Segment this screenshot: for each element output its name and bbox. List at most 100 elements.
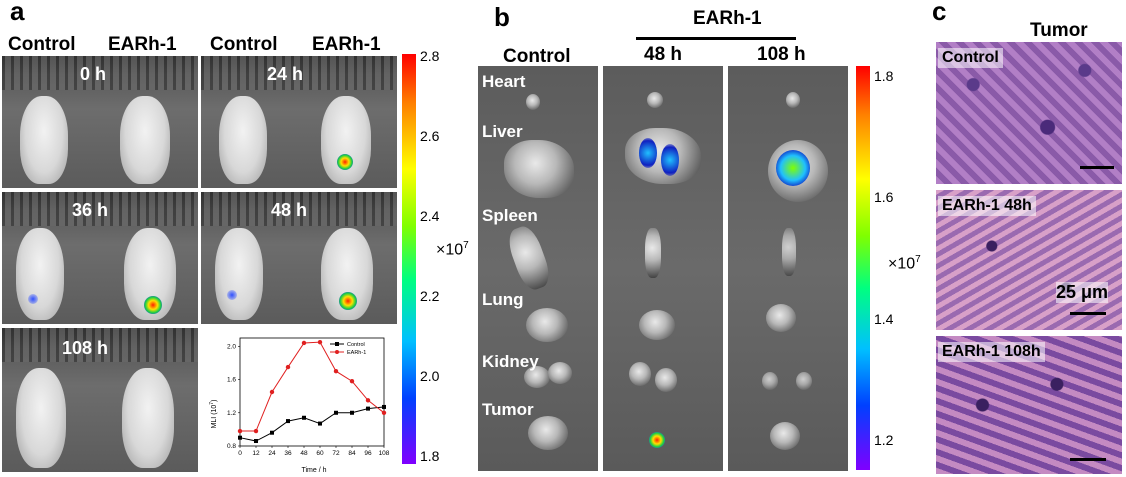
- colorbar-a-tick-2: 2.4: [420, 208, 440, 224]
- organ-panel-108h: [728, 66, 848, 471]
- data-point: [269, 389, 275, 395]
- time-label-0h: 0 h: [80, 64, 107, 84]
- x-tick-label: 60: [316, 450, 324, 457]
- legend-label: Control: [347, 342, 365, 348]
- histology-label-108h: EARh-1 108h: [938, 342, 1045, 362]
- organ-label-liver: Liver: [482, 122, 523, 141]
- x-tick-label: 24: [268, 450, 276, 457]
- x-tick-label: 72: [332, 450, 340, 457]
- imaging-tile-108h: 108 h: [2, 328, 198, 472]
- header-earh-2: EARh-1: [312, 34, 381, 55]
- column-48h: 48 h: [644, 44, 683, 65]
- header-control-1: Control: [8, 34, 76, 55]
- data-point: [382, 404, 386, 409]
- x-tick-label: 0: [238, 450, 242, 457]
- data-point: [334, 410, 338, 415]
- data-point: [381, 410, 387, 415]
- data-point: [254, 439, 258, 444]
- colorbar-b-unit: ×107: [888, 254, 921, 273]
- data-point: [333, 369, 339, 374]
- colorbar-a-unit: ×107: [436, 240, 469, 259]
- x-tick-label: 12: [252, 450, 260, 457]
- scale-bar-2: [1070, 312, 1106, 315]
- organ-label-kidney: Kidney: [482, 352, 539, 371]
- colorbar-a-tick-1: 2.6: [420, 128, 440, 144]
- column-108h: 108 h: [757, 44, 806, 65]
- mli-line-chart: 0 12 24 36 48 60 72 84 96 108 0.8 1.2 1.6 2.0 Time / …: [200, 328, 398, 475]
- colorbar-b: [856, 66, 870, 470]
- x-tick-label: 48: [300, 450, 308, 457]
- scale-bar-1: [1080, 166, 1114, 169]
- panel-c-label: c: [932, 0, 947, 26]
- panel-a-label: a: [10, 0, 25, 26]
- organ-label-heart: Heart: [482, 72, 526, 91]
- header-earh-1: EARh-1: [108, 34, 177, 55]
- imaging-tile-36h: 36 h: [2, 192, 198, 324]
- time-label-24h: 24 h: [267, 64, 304, 84]
- panel-c-title: Tumor: [1030, 20, 1088, 41]
- x-tick-label: 36: [284, 450, 292, 457]
- data-point: [285, 364, 291, 370]
- colorbar-a-tick-5: 1.8: [420, 448, 440, 464]
- data-point: [366, 406, 370, 411]
- colorbar-a: [402, 54, 416, 464]
- legend-marker: [335, 342, 339, 346]
- colorbar-a-tick-4: 2.0: [420, 368, 440, 384]
- data-point: [237, 428, 243, 434]
- data-point: [270, 430, 274, 435]
- imaging-tile-24h: 24 h: [201, 56, 397, 188]
- time-label-48h: 48 h: [271, 200, 308, 220]
- data-point: [349, 379, 355, 384]
- histology-108h: EARh-1 108h: [936, 336, 1122, 474]
- y-tick-label: 0.8: [227, 443, 236, 450]
- chart-xlabel: Time / h: [301, 467, 326, 474]
- group-earh-1: EARh-1: [693, 8, 762, 29]
- organ-label-spleen: Spleen: [482, 206, 538, 225]
- y-tick-label: 2.0: [227, 343, 236, 350]
- header-control-2: Control: [210, 34, 278, 55]
- organ-label-lung: Lung: [482, 290, 524, 309]
- x-tick-label: 108: [379, 450, 390, 457]
- organ-panel-control: Heart Liver Spleen Lung Kidney Tumor: [478, 66, 598, 471]
- y-tick-label: 1.2: [227, 410, 236, 417]
- x-tick-label: 84: [348, 450, 356, 457]
- legend-marker: [335, 350, 339, 354]
- group-bracket-line: [636, 37, 796, 40]
- legend-label: EARh-1: [347, 350, 366, 356]
- colorbar-b-tick-1: 1.6: [874, 189, 894, 206]
- scale-bar-label: 25 μm: [1056, 282, 1109, 303]
- colorbar-a-tick-3: 2.2: [420, 288, 440, 304]
- data-point: [350, 410, 354, 415]
- chart-frame: [239, 337, 385, 447]
- data-point: [317, 339, 323, 345]
- colorbar-b-tick-3: 1.2: [874, 432, 894, 448]
- panel-b-label: b: [494, 2, 510, 32]
- organ-panel-48h: [603, 66, 723, 471]
- column-control: Control: [503, 46, 571, 67]
- data-point: [301, 340, 307, 346]
- colorbar-a-tick-0: 2.8: [420, 48, 440, 64]
- data-point: [286, 419, 290, 424]
- x-tick-label: 96: [364, 450, 372, 457]
- time-label-36h: 36 h: [72, 200, 109, 220]
- data-point: [318, 421, 322, 426]
- series-line-EARh-1: [240, 341, 385, 432]
- data-point: [238, 435, 242, 440]
- time-label-108h: 108 h: [62, 338, 109, 358]
- imaging-tile-0h: 0 h: [2, 56, 198, 188]
- y-tick-label: 1.6: [227, 377, 236, 384]
- data-point: [253, 428, 259, 434]
- histology-control: Control: [936, 42, 1122, 184]
- histology-label-control: Control: [938, 48, 1003, 68]
- chart-ylabel: MLI (107): [209, 400, 218, 429]
- colorbar-b-tick-2: 1.4: [874, 310, 894, 327]
- colorbar-b-tick-0: 1.8: [874, 68, 894, 84]
- series-line-Control: [239, 406, 385, 442]
- organ-label-tumor: Tumor: [482, 400, 534, 419]
- data-point: [302, 415, 306, 420]
- histology-48h: EARh-1 48h 25 μm: [936, 190, 1122, 330]
- imaging-tile-48h: 48 h: [201, 192, 397, 324]
- data-point: [365, 398, 371, 403]
- histology-label-48h: EARh-1 48h: [938, 196, 1036, 216]
- scale-bar-3: [1070, 458, 1106, 461]
